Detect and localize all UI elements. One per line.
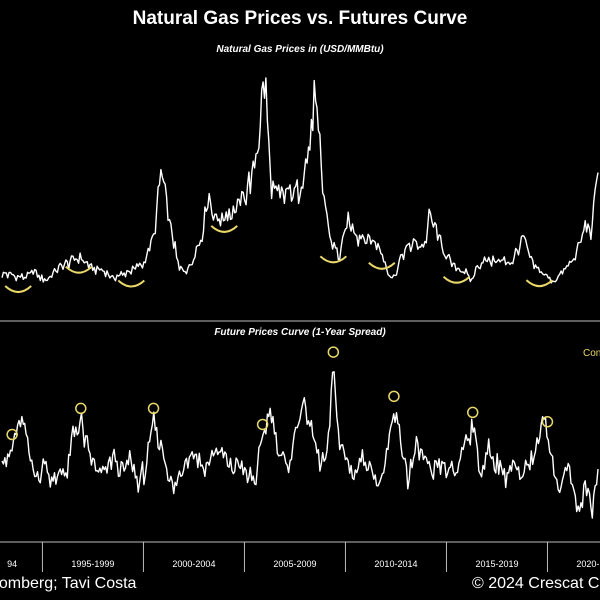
spread-plot [1, 371, 599, 519]
low-marker [210, 225, 238, 233]
low-marker [117, 279, 145, 288]
marker-layer [4, 225, 554, 441]
peak-marker [6, 428, 18, 441]
x-tick-label: 2005-2009 [273, 559, 316, 569]
x-tick-label: 2000-2004 [172, 559, 215, 569]
peak-marker [466, 406, 479, 419]
low-marker [368, 262, 396, 270]
peak-marker [327, 346, 340, 358]
peak-marker [541, 416, 554, 428]
source-credit: oomberg; Tavi Costa [0, 575, 137, 592]
x-tick-label: 2015-2019 [475, 559, 518, 569]
low-marker [4, 285, 32, 294]
peak-marker [75, 402, 87, 415]
x-tick-label: 94 [7, 559, 17, 569]
x-tick-label: 1995-1999 [71, 559, 114, 569]
series-line [1, 77, 599, 284]
chart-title: Natural Gas Prices vs. Futures Curve [132, 8, 468, 29]
low-marker [525, 279, 554, 288]
low-marker [65, 265, 93, 274]
low-marker [319, 255, 348, 264]
x-tick-label: 2010-2014 [374, 559, 417, 569]
series-line [1, 371, 599, 519]
price-plot [1, 77, 599, 284]
bottom-chart-subtitle: Future Prices Curve (1-Year Spread) [214, 327, 386, 338]
top-chart-subtitle: Natural Gas Prices in (USD/MMBtu) [216, 44, 384, 55]
peak-marker [256, 418, 269, 431]
low-marker [442, 275, 471, 284]
peak-marker [147, 402, 160, 415]
contango-annotation: Contango [583, 348, 600, 359]
x-axis: 94 1995-1999 2000-2004 2005-2009 2010-2014 20… [7, 542, 599, 572]
x-tick-label: 2020- [576, 559, 599, 569]
copyright-notice: © 2024 Crescat C [472, 575, 600, 592]
peak-marker [388, 390, 400, 403]
